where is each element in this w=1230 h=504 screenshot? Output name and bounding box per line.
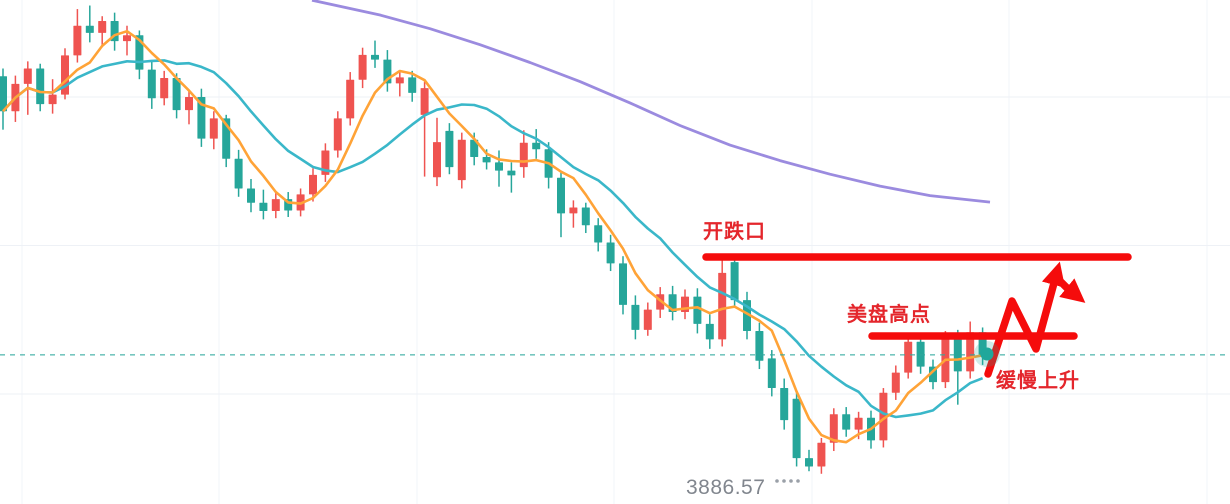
- annotation-us-session-high-label[interactable]: 美盘高点: [847, 304, 931, 326]
- low-price-label: 3886.57: [686, 476, 766, 499]
- ma-long-line: [311, 0, 991, 204]
- annotation-slow-rise-label[interactable]: 缓慢上升: [996, 370, 1080, 392]
- ma-fast-line: [2, 29, 983, 444]
- drawing-zigzag-up-arrow[interactable]: [984, 261, 1066, 378]
- ma-slow-line: [2, 59, 984, 419]
- annotation-gap-label[interactable]: 开跌口: [703, 221, 766, 243]
- last-price-marker: [974, 341, 1000, 367]
- drawing-hook-down-arrow[interactable]: [1052, 273, 1086, 303]
- candles-layer: [0, 5, 987, 474]
- low-price-leader-dots: [775, 479, 800, 483]
